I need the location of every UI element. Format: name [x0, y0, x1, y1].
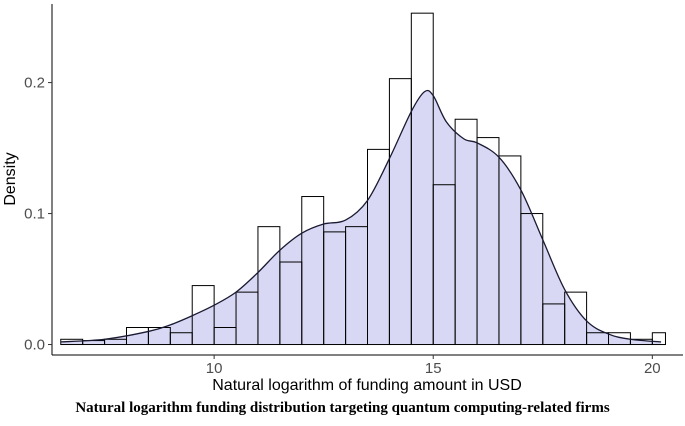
x-tick-label: 10: [206, 360, 223, 377]
y-tick-label: 0.0: [24, 337, 45, 354]
x-axis-title: Natural logarithm of funding amount in U…: [212, 377, 522, 394]
x-tick-label: 20: [644, 360, 661, 377]
figure-caption: Natural logarithm funding distribution t…: [75, 400, 610, 416]
tick-labels: 10 15 20 0.0 0.1 0.2: [24, 75, 661, 377]
histogram-bar-27: [651, 332, 666, 346]
y-axis-title: Density: [2, 152, 19, 205]
y-tick-label: 0.1: [24, 206, 45, 223]
x-tick-label: 15: [425, 360, 442, 377]
density-layer: [60, 90, 662, 345]
density-area: [60, 90, 662, 345]
axes: [51, 4, 683, 356]
y-tick-label: 0.2: [24, 75, 45, 92]
histogram-bar-23: [564, 291, 588, 346]
histogram-chart: 10 15 20 0.0 0.1 0.2 Natural logarithm of fun…: [2, 4, 683, 394]
density-curve: [60, 89, 662, 343]
histogram-bar-16: [410, 12, 434, 346]
